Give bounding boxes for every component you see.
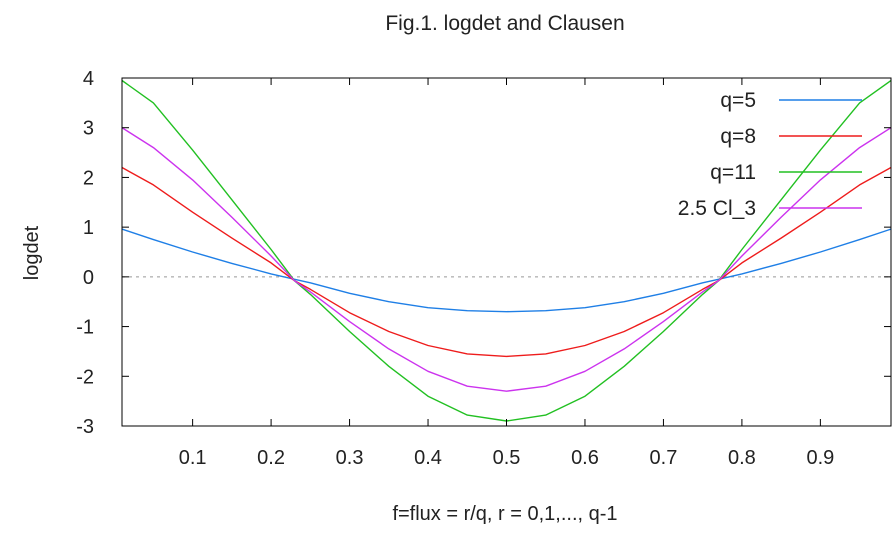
series-line-3 xyxy=(121,79,892,422)
plot-frame xyxy=(121,77,892,427)
y-tick-label: 0 xyxy=(83,267,94,289)
legend: q=5 q=8 q=11 2.5 Cl_3 xyxy=(678,89,862,220)
y-axis-label: logdet xyxy=(21,225,43,280)
legend-label: q=8 xyxy=(720,125,756,148)
y-tick-label: 2 xyxy=(83,167,94,189)
x-tick-label: 0.8 xyxy=(728,447,756,469)
series-line-4 xyxy=(121,127,892,392)
x-tick-label: 0.1 xyxy=(179,447,207,469)
y-tick-label: 1 xyxy=(83,217,94,239)
x-axis-label: f=flux = r/q, r = 0,1,..., q-1 xyxy=(392,503,617,525)
y-tick-label: -3 xyxy=(76,416,94,438)
x-tick-label: 0.4 xyxy=(414,447,442,469)
x-tick-label: 0.9 xyxy=(806,447,834,469)
legend-label: q=11 xyxy=(710,161,756,184)
legend-label: q=5 xyxy=(720,89,756,112)
x-tick-label: 0.2 xyxy=(257,447,285,469)
x-tick-label: 0.3 xyxy=(336,447,364,469)
y-tick-label: -1 xyxy=(76,317,94,339)
x-tick-label: 0.5 xyxy=(493,447,521,469)
y-tick-label: 4 xyxy=(83,68,94,90)
x-tick-label: 0.7 xyxy=(650,447,678,469)
y-tick-label: -2 xyxy=(76,366,94,388)
chart-title: Fig.1. logdet and Clausen xyxy=(385,12,624,35)
series-line-2 xyxy=(121,166,892,358)
legend-label: 2.5 Cl_3 xyxy=(678,197,756,220)
y-tick-label: 3 xyxy=(83,118,94,140)
x-tick-label: 0.6 xyxy=(571,447,599,469)
series-line-1 xyxy=(121,228,892,313)
